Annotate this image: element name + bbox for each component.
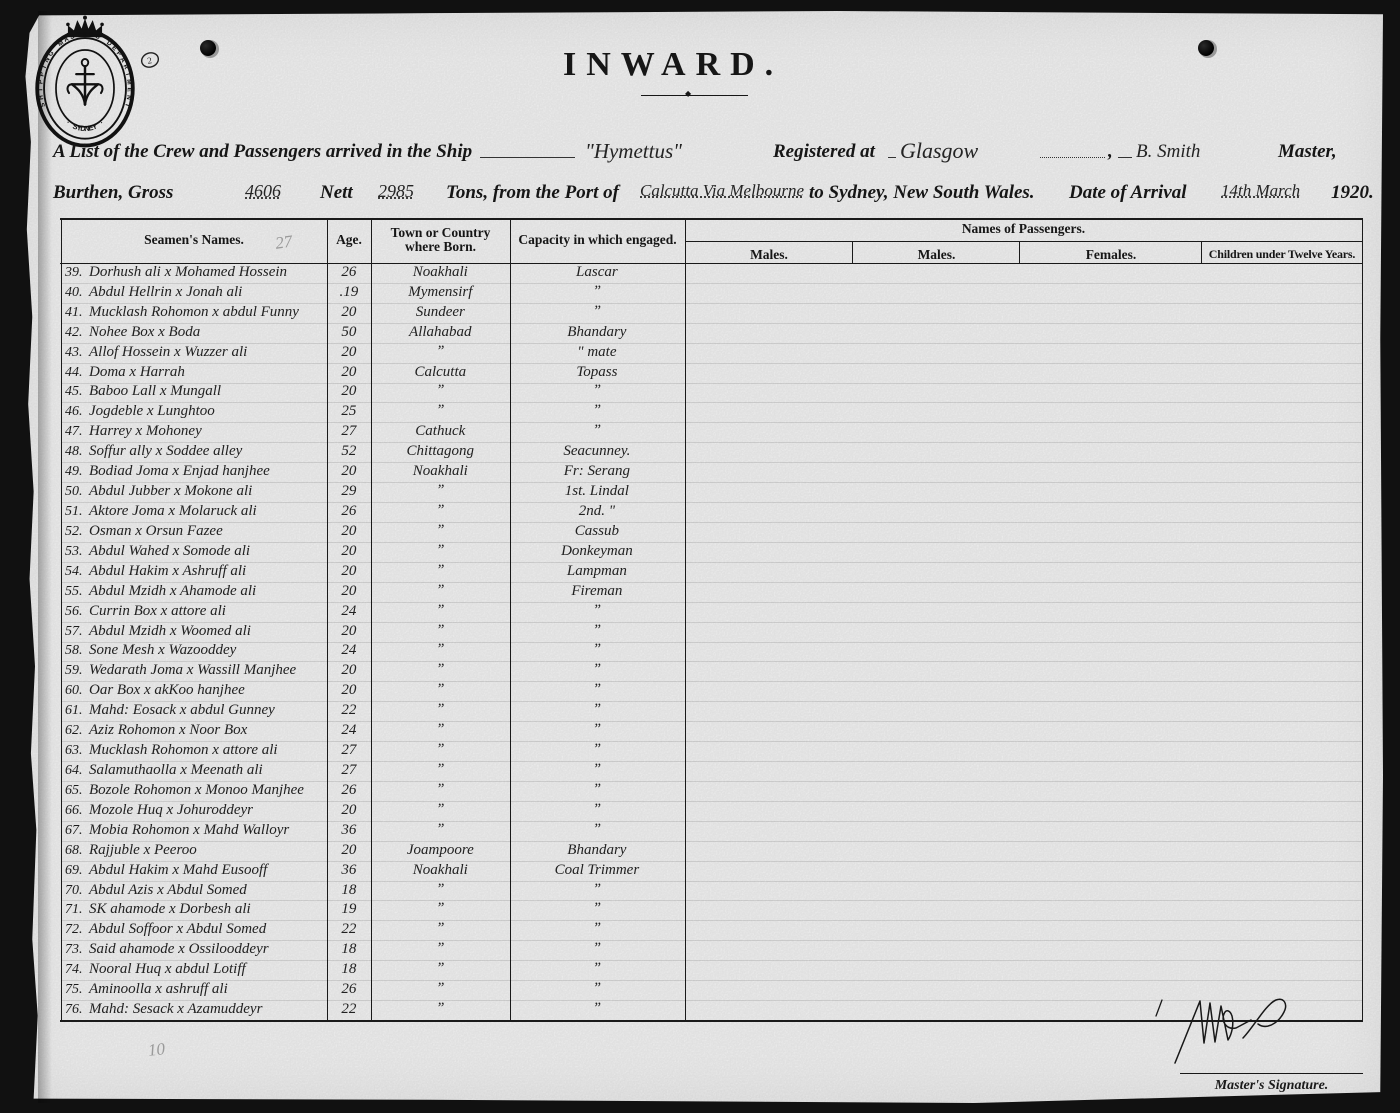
svg-text:M: M: [125, 79, 133, 85]
svg-text:T: T: [123, 102, 131, 108]
svg-text:R: R: [89, 32, 95, 40]
svg-text:E: E: [83, 31, 88, 38]
svg-text:G: G: [47, 50, 56, 58]
